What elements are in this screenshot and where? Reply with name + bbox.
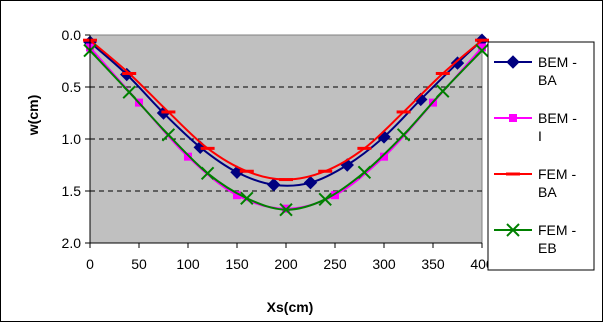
legend-label: FEM - EB (538, 222, 576, 256)
data-point (184, 152, 192, 161)
data-point (161, 128, 176, 142)
x-tick-label: 0 (86, 256, 94, 272)
legend-label: BEM - I (538, 110, 577, 144)
legend-label-line: BA (538, 184, 557, 200)
x-tick-label: 350 (421, 256, 445, 272)
marker-stroke (318, 192, 332, 207)
marker-stroke (357, 165, 372, 179)
data-point (267, 178, 281, 192)
legend: BEM - BA BEM - I FEM - BA FEM - EB (487, 41, 595, 271)
legend-entry-fem-eb: FEM - EB (494, 222, 576, 256)
data-point (436, 84, 450, 98)
axes: 0.00.51.01.52.00 50 100 150 200 250 300 350 400 (62, 27, 494, 272)
data-point (475, 38, 489, 42)
data-point (279, 178, 293, 182)
marker-stroke (396, 128, 411, 142)
data-point (279, 203, 293, 217)
marker-stroke (279, 203, 293, 217)
marker-stroke (122, 85, 136, 99)
data-point (396, 128, 411, 142)
y-tick-label: 1.5 (62, 183, 82, 199)
data-point (435, 71, 450, 75)
marker-stroke (506, 223, 520, 237)
legend-label-line: BA (538, 72, 557, 88)
y-tick-label: 1.0 (62, 131, 82, 147)
data-point (122, 71, 137, 75)
x-axis-label: Xs(cm) (267, 299, 314, 315)
data-point (478, 43, 486, 52)
y-axis-label: w(cm) (25, 95, 41, 136)
data-point (161, 110, 176, 114)
data-point (357, 146, 372, 150)
legend-label-line: BEM - (538, 54, 577, 70)
legend-marker (509, 114, 517, 122)
data-point (200, 166, 215, 181)
legend-label-line: FEM - (538, 166, 576, 182)
x-tick-label: 50 (131, 256, 147, 272)
marker-stroke (240, 191, 254, 205)
marker-stroke (436, 84, 450, 98)
data-point (200, 146, 215, 150)
legend-entry-bem-ba: BEM - BA (494, 54, 577, 88)
legend-label: FEM - BA (538, 166, 576, 200)
data-point (318, 169, 333, 173)
legend-label-line: FEM - (538, 222, 576, 238)
marker-stroke (475, 43, 489, 58)
marker-stroke (161, 128, 176, 142)
data-point (357, 165, 372, 179)
y-tick-label: 0.5 (62, 79, 82, 95)
legend-label-line: I (538, 128, 542, 144)
y-tick-label: 2.0 (62, 235, 82, 251)
legend-label-line: BEM - (538, 110, 577, 126)
data-point (380, 152, 388, 161)
series-fem-eb (83, 43, 489, 217)
x-tick-label: 100 (176, 256, 200, 272)
y-tick-label: 0.0 (62, 27, 82, 43)
data-point (318, 192, 332, 207)
legend-marker (506, 172, 520, 176)
data-point (239, 169, 254, 173)
x-tick-label: 200 (274, 256, 298, 272)
data-point (233, 191, 241, 200)
legend-marker (506, 55, 520, 69)
legend-label-line: EB (538, 240, 557, 256)
legend-label: BEM - BA (538, 54, 577, 88)
data-point (414, 92, 428, 107)
data-point (450, 56, 465, 70)
data-point (122, 85, 136, 99)
x-tick-label: 250 (323, 256, 347, 272)
x-tick-label: 300 (372, 256, 396, 272)
x-tick-label: 150 (225, 256, 249, 272)
legend-entry-bem-i: BEM - I (494, 110, 577, 144)
data-point (303, 175, 318, 190)
data-point (331, 191, 339, 200)
marker-stroke (200, 166, 215, 181)
data-point (475, 43, 489, 58)
data-point (240, 191, 254, 205)
data-point (396, 110, 411, 114)
legend-marker (506, 223, 520, 237)
legend-entry-fem-ba: FEM - BA (494, 166, 576, 200)
legend-box (487, 41, 595, 271)
series-fem-ba (83, 38, 489, 182)
